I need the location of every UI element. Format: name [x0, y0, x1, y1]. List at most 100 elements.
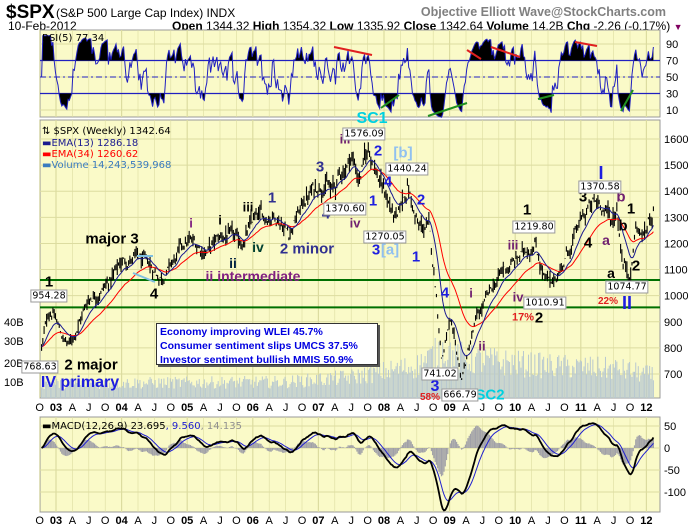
volume-bar	[157, 387, 159, 398]
volume-bar	[461, 341, 463, 398]
volume-bar	[303, 387, 305, 398]
volume-bar	[409, 372, 411, 398]
volume-bar	[169, 378, 171, 398]
wave-label: I	[598, 163, 604, 183]
volume-bar	[123, 381, 125, 398]
volume-bar	[565, 366, 567, 398]
volume-bar	[352, 371, 354, 398]
volume-bar	[318, 374, 320, 398]
volume-bar	[293, 381, 295, 398]
volume-bar	[179, 386, 181, 398]
volume-bar	[611, 378, 613, 398]
price-tick-label: 1200	[664, 238, 688, 250]
volume-bar	[516, 374, 518, 398]
volume-bar	[439, 367, 441, 398]
volume-bar	[393, 371, 395, 398]
volume-bar	[319, 373, 321, 398]
volume-bar	[300, 376, 302, 398]
volume-bar	[635, 362, 637, 398]
x-tick-label: A	[69, 402, 77, 414]
volume-bar	[505, 350, 507, 398]
volume-bar	[559, 366, 561, 398]
volume-bar	[599, 370, 601, 398]
volume-bar	[96, 387, 98, 398]
volume-bar	[358, 373, 360, 398]
rsi-overbought-fill	[41, 35, 654, 61]
volume-bar	[389, 377, 391, 398]
volume-bar	[41, 387, 43, 398]
volume-bar	[95, 381, 97, 398]
x-tick-label: A	[462, 515, 470, 527]
volume-bar	[247, 379, 249, 398]
volume-bar	[110, 386, 112, 398]
divergence-line	[427, 102, 468, 117]
rsi-line	[41, 35, 654, 118]
volume-bar	[114, 385, 116, 398]
volume-bar	[471, 345, 473, 398]
divergence-line	[620, 89, 634, 112]
volume-bar	[174, 376, 176, 398]
x-tick-label: 07	[312, 515, 324, 527]
volume-bar	[304, 386, 306, 398]
volume-bar	[487, 355, 489, 398]
volume-bar	[200, 386, 202, 398]
volume-bar	[596, 376, 598, 398]
volume-bar	[529, 376, 531, 398]
volume-bar	[49, 382, 51, 398]
macd-tick-label: 50	[664, 421, 676, 433]
volume-bar	[201, 387, 203, 398]
volume-bar	[42, 386, 44, 398]
volume-bar	[591, 375, 593, 398]
x-tick-label: J	[545, 402, 551, 414]
x-tick-label: A	[397, 515, 405, 527]
volume-bar	[253, 387, 255, 398]
wave-label: ii intermediate	[205, 268, 301, 284]
volume-bar	[225, 388, 227, 398]
volume-bar	[222, 383, 224, 398]
wave-label: 4	[149, 285, 159, 303]
volume-bar	[72, 381, 74, 398]
volume-bar	[369, 368, 371, 398]
volume-bar	[134, 378, 136, 398]
volume-bar	[419, 365, 421, 398]
volume-bar	[587, 362, 589, 398]
volume-bar	[192, 385, 194, 398]
volume-bar	[309, 377, 311, 398]
volume-bar	[511, 354, 513, 398]
x-tick-label: 03	[50, 402, 62, 414]
symbol-name: (S&P 500 Large Cap Index) INDX	[56, 6, 236, 20]
volume-bar	[62, 378, 64, 398]
volume-bar	[366, 383, 368, 398]
wave-label: a	[602, 232, 610, 248]
volume-bar	[284, 376, 286, 398]
volume-bar	[227, 383, 229, 398]
volume-bar	[564, 354, 566, 398]
volume-bar	[530, 352, 532, 398]
volume-bar	[443, 363, 445, 398]
volume-bar	[466, 362, 468, 398]
price-tick-label: 1300	[664, 212, 688, 224]
volume-bar	[205, 388, 207, 398]
volume-bar	[269, 388, 271, 398]
volume-bar	[347, 375, 349, 398]
x-tick-label: J	[348, 515, 354, 527]
price-tick-label: 1000	[664, 291, 688, 303]
x-tick-label: O	[167, 402, 176, 414]
volume-bar	[534, 354, 536, 398]
wave-label: 3	[315, 158, 325, 176]
volume-bar	[241, 381, 243, 398]
volume-bar	[501, 366, 503, 398]
volume-bar	[491, 354, 493, 398]
x-tick-label: A	[594, 402, 602, 414]
volume-bar	[618, 369, 620, 398]
volume-bar	[637, 366, 639, 398]
volume-bar	[486, 355, 488, 398]
x-tick-label: 08	[378, 402, 390, 414]
volume-bar	[288, 387, 290, 398]
wave-label: 4	[440, 284, 450, 302]
volume-bar	[519, 361, 521, 398]
volume-bar	[141, 387, 143, 398]
volume-bar	[594, 373, 596, 398]
volume-bar	[515, 369, 517, 398]
volume-bar	[567, 359, 569, 398]
